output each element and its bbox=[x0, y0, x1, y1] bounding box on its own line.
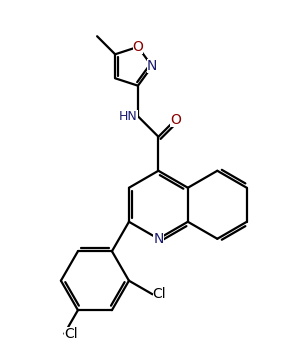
Text: N: N bbox=[153, 232, 163, 246]
Text: Cl: Cl bbox=[153, 287, 166, 301]
Text: HN: HN bbox=[119, 110, 138, 123]
Text: N: N bbox=[147, 59, 157, 73]
Text: O: O bbox=[170, 113, 181, 127]
Text: Cl: Cl bbox=[64, 327, 78, 341]
Text: O: O bbox=[132, 40, 143, 54]
